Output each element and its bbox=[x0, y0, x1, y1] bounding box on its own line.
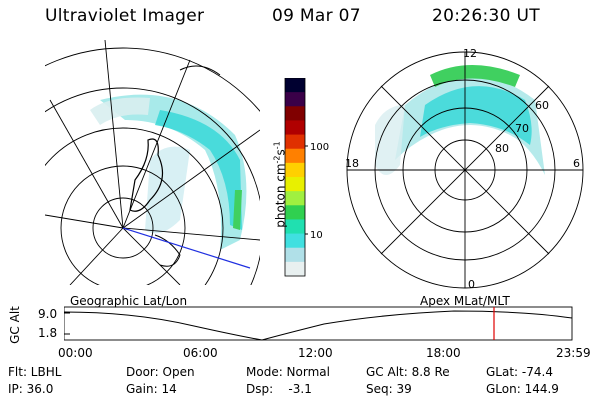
polar-mlt-plot: 12 18 6 0 60 70 80 bbox=[345, 47, 584, 291]
time-tick-4: 23:59 bbox=[556, 346, 591, 360]
colorbar-band bbox=[285, 205, 305, 220]
satellite-track-line bbox=[122, 227, 251, 269]
colorbar-band bbox=[285, 134, 305, 150]
polar-lat-80: 80 bbox=[495, 142, 509, 155]
time-tick-0: 00:00 bbox=[58, 346, 93, 360]
colorbar-bands bbox=[285, 78, 305, 277]
orbit-left-title: Geographic Lat/Lon bbox=[70, 294, 188, 308]
colorbar-band bbox=[285, 177, 305, 192]
info-glat: GLat: -74.4 bbox=[486, 365, 553, 379]
colorbar-band bbox=[285, 191, 305, 206]
info-gain: Gain: 14 bbox=[126, 382, 177, 396]
colorbar-band bbox=[285, 106, 305, 121]
geographic-map bbox=[45, 40, 260, 285]
time-tick-1: 06:00 bbox=[183, 346, 218, 360]
time-tick-3: 18:00 bbox=[426, 346, 461, 360]
orbit-altitude-curve bbox=[64, 310, 573, 341]
info-dsp: Dsp: -3.1 bbox=[246, 382, 312, 396]
info-door: Door: Open bbox=[126, 365, 195, 379]
colorbar-band bbox=[285, 120, 305, 136]
info-gc-alt: GC Alt: 8.8 Re bbox=[366, 365, 450, 379]
intensity-colorbar: 100 10 bbox=[284, 78, 329, 277]
polar-mlt-12: 12 bbox=[463, 47, 477, 60]
orbit-ymax: 9.0 bbox=[38, 307, 58, 321]
info-ip: IP: 36.0 bbox=[8, 382, 54, 396]
colorbar-band bbox=[285, 219, 305, 235]
polar-mlt-6: 6 bbox=[573, 157, 580, 170]
colorbar-band bbox=[285, 162, 305, 178]
geo-aurora-emission bbox=[90, 94, 247, 250]
colorbar-label: photon cm-2s-1 bbox=[272, 141, 288, 228]
colorbar-band bbox=[285, 92, 305, 107]
colorbar-band bbox=[285, 233, 305, 249]
colorbar-tick-10: 10 bbox=[310, 230, 323, 241]
date-label: 09 Mar 07 bbox=[272, 6, 361, 26]
orbit-altitude-plot bbox=[64, 306, 573, 341]
polar-mlt-18: 18 bbox=[345, 157, 359, 170]
colorbar-band bbox=[285, 261, 305, 277]
orbit-right-title: Apex MLat/MLT bbox=[420, 294, 510, 308]
polar-lat-70: 70 bbox=[515, 122, 529, 135]
colorbar-band bbox=[285, 247, 305, 263]
instrument-title: Ultraviolet Imager bbox=[45, 6, 205, 26]
colorbar-band bbox=[285, 148, 305, 164]
orbit-axis-label: GC Alt bbox=[7, 306, 22, 344]
colorbar-band bbox=[285, 78, 305, 93]
polar-aurora-emission bbox=[375, 65, 545, 175]
colorbar-tick-100: 100 bbox=[310, 142, 329, 153]
info-seq: Seq: 39 bbox=[366, 382, 412, 396]
info-mode: Mode: Normal bbox=[246, 365, 330, 379]
time-label: 20:26:30 UT bbox=[432, 6, 540, 26]
time-tick-2: 12:00 bbox=[298, 346, 333, 360]
polar-lat-60: 60 bbox=[535, 99, 549, 112]
polar-mlt-0: 0 bbox=[468, 278, 475, 291]
orbit-ymin: 1.8 bbox=[38, 326, 58, 340]
info-glon: GLon: 144.9 bbox=[486, 382, 559, 396]
info-filter: Flt: LBHL bbox=[8, 365, 62, 379]
